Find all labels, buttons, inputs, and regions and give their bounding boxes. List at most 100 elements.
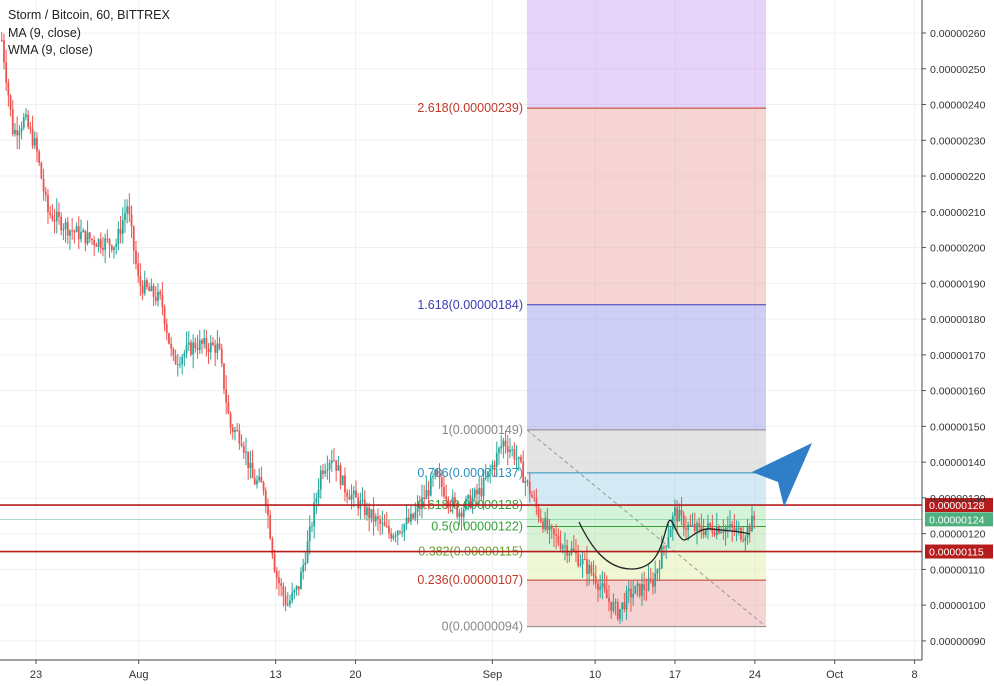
fib-band	[527, 429, 766, 473]
y-tick-label: 0.00000130	[930, 493, 986, 505]
candle-body	[95, 244, 98, 247]
candle-body	[196, 348, 199, 350]
candle-body	[139, 275, 142, 286]
candle-body	[385, 525, 388, 527]
candle-body	[627, 588, 630, 592]
candle-body	[304, 562, 307, 566]
x-tick-label: Oct	[826, 669, 843, 681]
candle-body	[630, 588, 632, 598]
x-tick-label: Aug	[129, 669, 149, 681]
candle-body	[275, 571, 278, 578]
candle-body	[335, 460, 338, 471]
candle-body	[687, 524, 690, 530]
candle-body	[509, 449, 511, 453]
candle-body	[242, 445, 245, 453]
candle-body	[753, 515, 756, 521]
candle-body	[185, 345, 188, 354]
price-series	[0, 32, 756, 624]
candle-body	[702, 531, 705, 536]
candle-body	[71, 230, 74, 232]
candle-body	[75, 226, 78, 233]
candle-body	[333, 460, 335, 462]
time-axis: 23 Aug 13 20 Sep 10 17 24 Oct 8	[0, 659, 922, 681]
candle-body	[236, 429, 239, 431]
candle-body	[715, 526, 718, 536]
candle-body	[207, 348, 210, 353]
candle-body	[40, 162, 43, 179]
x-tick-label: 17	[669, 669, 681, 681]
wma-indicator-label[interactable]: WMA (9, close)	[8, 43, 93, 57]
candle-body	[121, 220, 124, 234]
candle-body	[11, 109, 14, 135]
candle-body	[680, 509, 683, 515]
candle-body	[522, 461, 525, 483]
y-tick-label: 0.00000230	[930, 135, 986, 147]
candle-body	[163, 307, 166, 325]
candle-body	[425, 490, 428, 500]
candle-body	[528, 481, 531, 495]
candle-body	[504, 440, 507, 447]
candle-body	[344, 475, 346, 493]
candle-body	[124, 213, 126, 221]
candle-body	[260, 476, 263, 483]
candle-body	[82, 230, 85, 233]
candle-body	[42, 178, 45, 192]
candle-body	[14, 129, 16, 135]
current-price-tag-label: 0.00000124	[929, 514, 985, 526]
candle-body	[99, 239, 102, 248]
candle-body	[735, 528, 738, 532]
candle-body	[368, 507, 371, 519]
candle-body	[141, 285, 144, 294]
y-tick-label: 0.00000150	[930, 421, 986, 433]
candle-body	[330, 460, 333, 463]
candle-body	[5, 62, 8, 83]
ma-indicator-label[interactable]: MA (9, close)	[8, 26, 81, 40]
candle-body	[218, 343, 221, 349]
candle-body	[3, 40, 5, 63]
candle-body	[372, 509, 375, 522]
candle-body	[269, 514, 272, 539]
candle-body	[557, 536, 560, 544]
candle-body	[746, 525, 749, 538]
candle-body	[370, 509, 373, 519]
candle-body	[410, 513, 412, 522]
candle-body	[135, 250, 137, 264]
candle-body	[278, 577, 280, 584]
fib-band	[527, 0, 766, 109]
candle-body	[7, 82, 10, 96]
candle-body	[324, 470, 327, 474]
y-tick-label: 0.00000210	[930, 207, 986, 219]
candle-body	[495, 452, 498, 467]
candle-body	[480, 488, 483, 497]
candle-body	[638, 583, 641, 596]
y-tick-label: 0.00000090	[930, 636, 986, 648]
candle-body	[399, 531, 401, 533]
candle-body	[361, 499, 364, 501]
candle-body	[216, 343, 219, 353]
y-tick-label: 0.00000190	[930, 278, 986, 290]
candle-body	[555, 534, 558, 537]
candle-body	[91, 238, 93, 241]
x-tick-label: Sep	[483, 669, 503, 681]
candle-body	[469, 495, 472, 508]
candle-body	[49, 212, 52, 215]
candle-body	[588, 564, 591, 575]
candle-body	[711, 526, 714, 533]
candle-body	[729, 524, 731, 528]
y-tick-label: 0.00000220	[930, 171, 986, 183]
fib-band	[527, 304, 766, 430]
candle-body	[559, 543, 562, 549]
candle-body	[377, 516, 379, 520]
y-tick-label: 0.00000200	[930, 243, 986, 255]
candle-body	[460, 512, 463, 517]
x-tick-label: 24	[749, 669, 761, 681]
candle-body	[249, 462, 252, 468]
candle-body	[484, 477, 487, 479]
candle-body	[51, 214, 54, 220]
candle-body	[693, 524, 696, 531]
candle-body	[284, 595, 287, 606]
y-tick-label: 0.00000170	[930, 350, 986, 362]
candle-body	[610, 601, 613, 611]
candle-body	[86, 232, 89, 244]
candle-body	[198, 340, 201, 350]
